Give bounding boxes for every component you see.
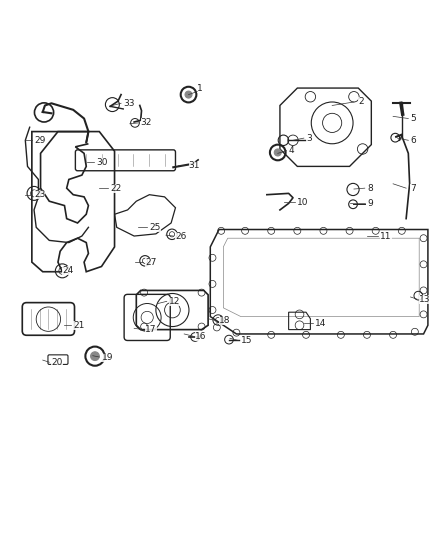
Text: 19: 19 — [102, 352, 113, 361]
Text: 16: 16 — [195, 332, 207, 341]
Text: 22: 22 — [110, 184, 121, 192]
Text: 3: 3 — [306, 134, 312, 143]
Text: 6: 6 — [410, 136, 416, 145]
Text: 8: 8 — [367, 184, 373, 192]
Text: 32: 32 — [141, 118, 152, 127]
Text: 24: 24 — [62, 266, 74, 276]
Text: 31: 31 — [188, 160, 200, 169]
Text: 7: 7 — [410, 184, 416, 192]
Text: 27: 27 — [145, 257, 156, 266]
Text: 4: 4 — [289, 146, 294, 155]
Text: 10: 10 — [297, 198, 309, 207]
Text: 12: 12 — [169, 297, 180, 306]
Text: 13: 13 — [419, 295, 431, 304]
Text: 23: 23 — [34, 190, 46, 199]
Text: 9: 9 — [367, 199, 373, 208]
Text: 1: 1 — [197, 84, 202, 93]
Circle shape — [185, 91, 192, 98]
Text: 5: 5 — [410, 114, 416, 123]
Circle shape — [91, 352, 99, 360]
Text: 11: 11 — [380, 231, 392, 240]
Circle shape — [274, 149, 281, 156]
Text: 21: 21 — [73, 321, 85, 330]
Text: 20: 20 — [51, 358, 63, 367]
Text: 30: 30 — [96, 158, 108, 166]
Text: 29: 29 — [34, 136, 46, 145]
Text: 15: 15 — [241, 336, 252, 345]
Text: 18: 18 — [219, 317, 230, 326]
Text: 14: 14 — [315, 319, 326, 328]
Text: 2: 2 — [358, 98, 364, 107]
Text: 26: 26 — [176, 231, 187, 240]
Text: 25: 25 — [149, 223, 161, 232]
Text: 17: 17 — [145, 325, 156, 334]
Text: 33: 33 — [123, 99, 135, 108]
